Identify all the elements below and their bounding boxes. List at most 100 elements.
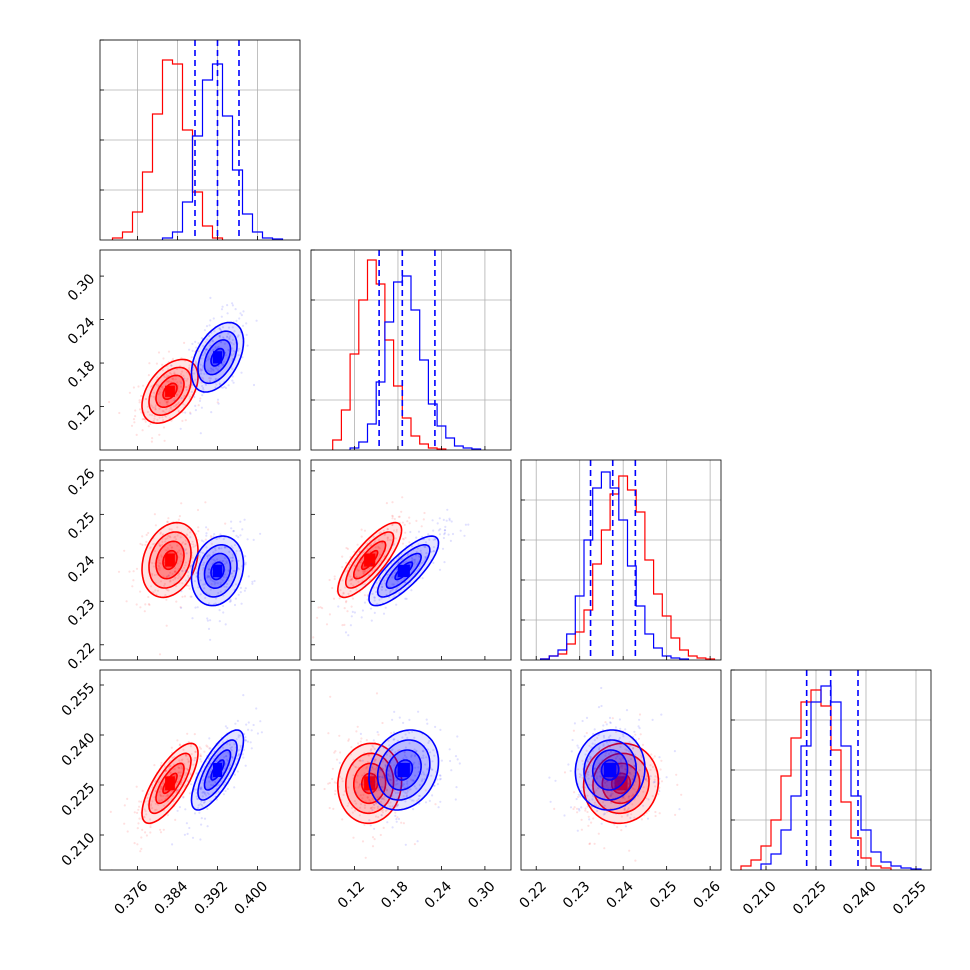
scatter-point [569, 769, 572, 773]
scatter-point [410, 754, 413, 757]
scatter-point [335, 758, 339, 761]
scatter-point [183, 785, 186, 788]
scatter-point [140, 847, 143, 851]
scatter-point [359, 759, 362, 763]
scatter-point [132, 386, 135, 389]
scatter-point [573, 791, 576, 794]
scatter-point [606, 780, 609, 783]
scatter-point [583, 786, 587, 789]
scatter-point [325, 623, 329, 626]
scatter-point [135, 567, 139, 570]
scatter-point [356, 781, 359, 784]
scatter-point [233, 603, 237, 607]
scatter-point [225, 755, 228, 758]
scatter-point [357, 569, 360, 572]
scatter-point [354, 791, 358, 794]
scatter-point [143, 816, 146, 819]
scatter-point [464, 523, 467, 526]
scatter-point [160, 799, 163, 802]
scatter-point [576, 811, 579, 814]
scatter-point [197, 586, 200, 589]
scatter-point [354, 765, 357, 768]
scatter-point [142, 417, 145, 421]
scatter-point [203, 792, 206, 796]
scatter-point [592, 780, 595, 784]
scatter-point [217, 783, 220, 787]
scatter-point [150, 385, 153, 388]
scatter-point [147, 595, 150, 599]
scatter-point [188, 792, 191, 795]
scatter-point [174, 405, 177, 408]
scatter-point [606, 790, 609, 794]
scatter-point [245, 723, 248, 726]
scatter-point [185, 385, 188, 389]
scatter-point [168, 580, 171, 583]
x-tick-label: 0.376 [112, 878, 152, 918]
scatter-point [185, 822, 188, 825]
scatter-point [396, 804, 399, 807]
scatter-point [200, 804, 204, 807]
scatter-point [427, 533, 430, 536]
joint-blue-2-1 [337, 508, 470, 637]
scatter-point [166, 537, 169, 540]
scatter-point [205, 532, 208, 535]
scatter-point [361, 759, 364, 762]
scatter-point [423, 773, 426, 776]
scatter-point [133, 811, 136, 814]
scatter-point [199, 838, 202, 841]
scatter-point [145, 540, 148, 544]
scatter-point [229, 746, 232, 750]
scatter-point [173, 372, 176, 376]
scatter-point [381, 808, 384, 812]
scatter-point [251, 582, 254, 585]
scatter-point [219, 329, 222, 332]
scatter-point [228, 764, 231, 767]
scatter-point [168, 760, 171, 763]
scatter-point [585, 765, 588, 768]
scatter-point [658, 756, 661, 759]
scatter-point [207, 355, 210, 358]
scatter-point [193, 759, 196, 762]
joint-blue-2-0 [167, 518, 262, 641]
scatter-point [228, 743, 231, 746]
scatter-point [209, 535, 213, 538]
scatter-point [361, 783, 364, 786]
scatter-point [439, 728, 442, 732]
scatter-point [133, 842, 136, 845]
scatter-point [418, 783, 421, 787]
scatter-point [616, 780, 619, 783]
scatter-point [627, 782, 630, 785]
scatter-point [165, 624, 168, 627]
scatter-point [190, 595, 193, 598]
scatter-point [454, 798, 457, 801]
scatter-point [159, 828, 162, 831]
x-tick-label: 0.240 [840, 878, 880, 918]
scatter-point [176, 534, 179, 537]
scatter-point [203, 800, 206, 804]
scatter-point [227, 326, 231, 329]
scatter-point [385, 789, 388, 792]
scatter-point [206, 338, 209, 341]
scatter-point [413, 736, 416, 739]
scatter-point [178, 744, 181, 747]
scatter-point [202, 366, 205, 369]
scatter-point [379, 778, 382, 781]
scatter-point [209, 762, 212, 765]
scatter-point [203, 351, 206, 354]
scatter-point [622, 776, 625, 779]
scatter-point [216, 398, 220, 401]
scatter-point [577, 807, 581, 811]
scatter-point [570, 750, 573, 753]
scatter-point [432, 550, 435, 553]
scatter-point [675, 773, 678, 776]
scatter-point [412, 799, 415, 802]
scatter-point [442, 518, 445, 522]
scatter-point [206, 825, 209, 828]
scatter-point [396, 771, 399, 774]
scatter-point [159, 532, 162, 535]
scatter-point [413, 748, 416, 751]
scatter-point [158, 562, 161, 565]
scatter-point [641, 775, 644, 778]
scatter-point [174, 538, 178, 541]
scatter-point [456, 758, 459, 761]
